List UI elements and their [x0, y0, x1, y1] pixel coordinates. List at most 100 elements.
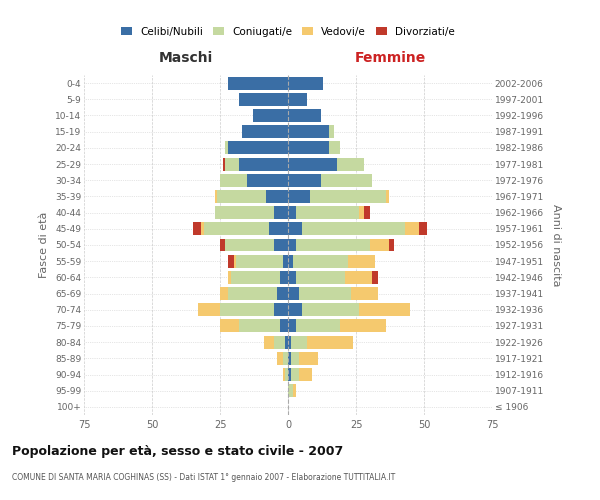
Bar	[226, 238, 274, 252]
Bar	[296, 320, 340, 332]
Bar	[302, 222, 405, 235]
Bar	[373, 271, 378, 284]
Bar	[274, 206, 288, 219]
Bar	[215, 206, 274, 219]
Bar	[307, 336, 353, 348]
Bar	[299, 287, 350, 300]
Bar	[220, 304, 274, 316]
Bar	[291, 368, 299, 381]
Bar	[288, 336, 291, 348]
Bar	[337, 158, 364, 170]
Bar	[280, 320, 288, 332]
Bar	[283, 254, 288, 268]
Bar	[223, 158, 226, 170]
Bar	[220, 174, 247, 186]
Legend: Celibi/Nubili, Coniugati/e, Vedovi/e, Divorziati/e: Celibi/Nubili, Coniugati/e, Vedovi/e, Di…	[117, 22, 459, 40]
Y-axis label: Anni di nascita: Anni di nascita	[551, 204, 560, 286]
Bar	[348, 254, 375, 268]
Bar	[217, 190, 266, 203]
Bar	[233, 254, 236, 268]
Bar	[215, 190, 217, 203]
Bar	[296, 238, 370, 252]
Bar	[285, 368, 288, 381]
Bar	[288, 271, 296, 284]
Bar	[220, 320, 239, 332]
Bar	[236, 254, 283, 268]
Bar	[359, 304, 410, 316]
Bar	[253, 109, 288, 122]
Text: Femmine: Femmine	[355, 51, 425, 65]
Bar	[296, 206, 359, 219]
Bar	[269, 222, 288, 235]
Bar	[228, 76, 288, 90]
Bar	[285, 336, 288, 348]
Bar	[228, 254, 233, 268]
Bar	[288, 368, 291, 381]
Bar	[288, 320, 296, 332]
Bar	[274, 238, 288, 252]
Bar	[226, 158, 239, 170]
Bar	[288, 125, 329, 138]
Bar	[220, 287, 228, 300]
Bar	[288, 158, 337, 170]
Bar	[283, 352, 288, 365]
Bar	[288, 254, 293, 268]
Bar	[203, 222, 269, 235]
Bar	[320, 174, 373, 186]
Bar	[288, 222, 302, 235]
Bar	[226, 142, 228, 154]
Bar	[242, 125, 288, 138]
Bar	[288, 190, 310, 203]
Bar	[288, 287, 299, 300]
Text: COMUNE DI SANTA MARIA COGHINAS (SS) - Dati ISTAT 1° gennaio 2007 - Elaborazione : COMUNE DI SANTA MARIA COGHINAS (SS) - Da…	[12, 472, 395, 482]
Text: Maschi: Maschi	[159, 51, 213, 65]
Bar	[220, 238, 226, 252]
Bar	[228, 142, 288, 154]
Bar	[288, 206, 296, 219]
Bar	[239, 93, 288, 106]
Bar	[293, 384, 296, 397]
Bar	[274, 304, 288, 316]
Bar	[239, 320, 280, 332]
Bar	[288, 304, 302, 316]
Bar	[340, 320, 386, 332]
Bar	[266, 190, 288, 203]
Bar	[288, 76, 323, 90]
Bar	[359, 206, 364, 219]
Bar	[345, 271, 373, 284]
Bar	[291, 352, 299, 365]
Bar	[329, 142, 340, 154]
Text: Popolazione per età, sesso e stato civile - 2007: Popolazione per età, sesso e stato civil…	[12, 445, 343, 458]
Bar	[310, 190, 386, 203]
Bar	[419, 222, 427, 235]
Bar	[296, 271, 345, 284]
Bar	[193, 222, 201, 235]
Bar	[299, 368, 313, 381]
Bar	[288, 352, 291, 365]
Bar	[293, 254, 348, 268]
Bar	[201, 222, 203, 235]
Bar	[231, 271, 280, 284]
Bar	[288, 109, 320, 122]
Bar	[228, 287, 277, 300]
Y-axis label: Fasce di età: Fasce di età	[40, 212, 49, 278]
Bar	[239, 158, 288, 170]
Bar	[364, 206, 370, 219]
Bar	[288, 142, 329, 154]
Bar	[386, 190, 389, 203]
Bar	[288, 384, 293, 397]
Bar	[277, 287, 288, 300]
Bar	[228, 271, 231, 284]
Bar	[370, 238, 389, 252]
Bar	[405, 222, 419, 235]
Bar	[288, 174, 320, 186]
Bar	[350, 287, 378, 300]
Bar	[247, 174, 288, 186]
Bar	[198, 304, 220, 316]
Bar	[277, 352, 283, 365]
Bar	[263, 336, 274, 348]
Bar	[329, 125, 334, 138]
Bar	[283, 368, 285, 381]
Bar	[288, 238, 296, 252]
Bar	[389, 238, 394, 252]
